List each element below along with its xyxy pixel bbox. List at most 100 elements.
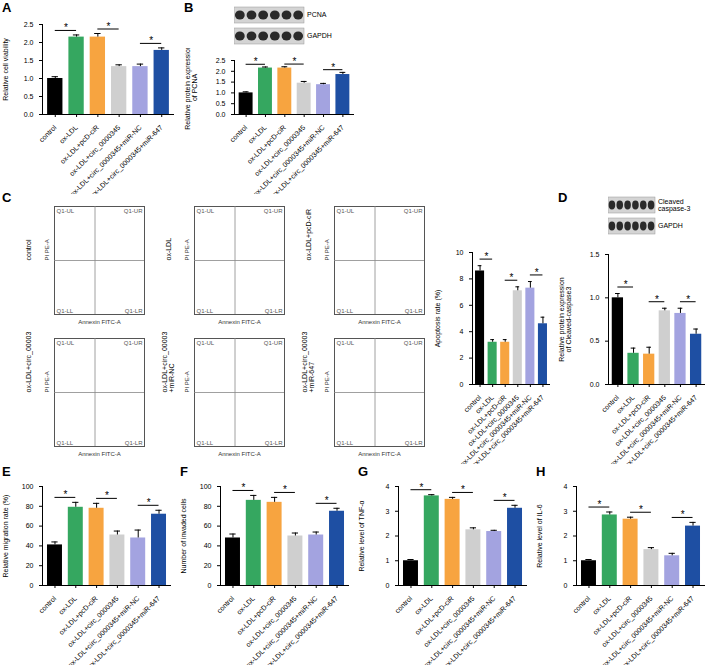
svg-text:Q1-UR: Q1-UR [124, 340, 143, 346]
svg-text:*: * [105, 490, 109, 501]
svg-text:2.5: 2.5 [24, 21, 34, 28]
svg-text:ox-LDL+circ_0000345+miR-647: ox-LDL+circ_0000345+miR-647 [270, 124, 346, 194]
svg-text:0.0: 0.0 [590, 381, 600, 388]
svg-text:100: 100 [200, 483, 212, 490]
svg-text:0: 0 [386, 582, 390, 589]
svg-text:6: 6 [460, 302, 464, 309]
svg-text:ox-LDL: ox-LDL [165, 238, 172, 261]
svg-text:ox-LDL+circ_0000345+miR-NC: ox-LDL+circ_0000345+miR-NC [459, 394, 534, 464]
svg-text:Q1-LR: Q1-LR [405, 440, 423, 446]
svg-text:60: 60 [204, 522, 212, 529]
svg-text:control: control [393, 594, 413, 614]
svg-text:ox-LDL+circ_0000345+miR-647: ox-LDL+circ_0000345+miR-647 [442, 595, 518, 665]
svg-text:40: 40 [26, 542, 34, 549]
svg-text:Relative protein expressionof: Relative protein expressionof Cleaved-ca… [558, 277, 573, 362]
svg-text:60: 60 [26, 522, 34, 529]
svg-text:Q1-LL: Q1-LL [57, 308, 74, 314]
svg-text:1.0: 1.0 [24, 75, 34, 82]
svg-text:*: * [686, 294, 690, 305]
svg-text:*: * [419, 482, 423, 493]
svg-text:*: * [147, 497, 151, 508]
svg-text:0.0: 0.0 [216, 111, 226, 118]
svg-text:8: 8 [460, 275, 464, 282]
svg-text:Annexin FITC-A: Annexin FITC-A [78, 319, 121, 325]
svg-text:Number of invaded cells: Number of invaded cells [180, 498, 187, 574]
svg-text:*: * [241, 482, 245, 493]
svg-text:ox-LDL: ox-LDL [58, 124, 79, 145]
svg-text:Annexin FITC-A: Annexin FITC-A [358, 451, 401, 457]
svg-text:Q1-LL: Q1-LL [337, 440, 354, 446]
svg-text:4: 4 [386, 483, 390, 490]
svg-text:*: * [597, 499, 601, 510]
svg-text:1.5: 1.5 [24, 57, 34, 64]
svg-text:3: 3 [564, 507, 568, 514]
svg-text:Annexin FITC-A: Annexin FITC-A [218, 451, 261, 457]
svg-text:Annexin FITC-A: Annexin FITC-A [218, 319, 261, 325]
svg-text:*: * [535, 267, 539, 278]
svg-text:*: * [503, 492, 507, 503]
svg-text:Relative migration rate (%): Relative migration rate (%) [2, 495, 10, 578]
svg-text:0: 0 [564, 582, 568, 589]
svg-text:*: * [283, 484, 287, 495]
svg-text:ox-LDL+circ_0000345: ox-LDL+circ_0000345 [25, 332, 33, 393]
svg-text:*: * [681, 509, 685, 520]
svg-text:GAPDH: GAPDH [307, 32, 332, 39]
svg-text:Relative level of IL-6: Relative level of IL-6 [536, 504, 543, 568]
svg-text:ox-LDL+circ_0000345+miR-NC: ox-LDL+circ_0000345+miR-NC [161, 332, 175, 393]
svg-text:Q1-LL: Q1-LL [337, 308, 354, 314]
svg-text:Q1-LR: Q1-LR [405, 308, 423, 314]
svg-text:*: * [63, 489, 67, 500]
svg-text:Q1-LL: Q1-LL [197, 440, 214, 446]
svg-text:0.5: 0.5 [24, 93, 34, 100]
svg-text:control: control [25, 239, 32, 260]
svg-text:control: control [38, 123, 58, 143]
svg-text:PI PE-A: PI PE-A [184, 239, 190, 260]
svg-text:*: * [655, 294, 659, 305]
svg-text:0.0: 0.0 [24, 111, 34, 118]
svg-text:ox-LDL+pcD-ciR: ox-LDL+pcD-ciR [305, 209, 313, 261]
svg-text:control: control [571, 594, 591, 614]
svg-text:*: * [325, 495, 329, 506]
svg-text:Cleavedcaspase-3: Cleavedcaspase-3 [658, 198, 690, 214]
svg-text:40: 40 [204, 542, 212, 549]
svg-text:1.0: 1.0 [216, 89, 226, 96]
svg-text:1.5: 1.5 [590, 251, 600, 258]
svg-text:Q1-UL: Q1-UL [337, 340, 355, 346]
svg-text:2: 2 [386, 532, 390, 539]
svg-text:20: 20 [26, 562, 34, 569]
svg-text:PCNA: PCNA [307, 11, 327, 18]
svg-text:PI PE-A: PI PE-A [44, 239, 50, 260]
svg-text:Q1-UR: Q1-UR [264, 208, 283, 214]
svg-text:Q1-UR: Q1-UR [404, 340, 423, 346]
svg-text:*: * [254, 56, 258, 67]
svg-text:Q1-LL: Q1-LL [197, 308, 214, 314]
svg-text:1: 1 [386, 557, 390, 564]
svg-text:*: * [461, 484, 465, 495]
svg-text:ox-LDL+circ_0000345+miR-647: ox-LDL+circ_0000345+miR-647 [620, 595, 696, 665]
svg-text:2.0: 2.0 [216, 68, 226, 75]
svg-text:Relative protein expressionof: Relative protein expressionof PCNA [184, 48, 198, 130]
svg-text:80: 80 [204, 503, 212, 510]
svg-text:control: control [229, 123, 249, 143]
svg-text:2: 2 [564, 532, 568, 539]
svg-text:Q1-UL: Q1-UL [197, 340, 215, 346]
svg-text:0: 0 [460, 381, 464, 388]
svg-text:Q1-LR: Q1-LR [265, 308, 283, 314]
svg-text:*: * [624, 279, 628, 290]
svg-text:PI PE-A: PI PE-A [324, 239, 330, 260]
svg-text:*: * [331, 62, 335, 73]
svg-text:ox-LDL+circ_0000345+miR-647: ox-LDL+circ_0000345+miR-647 [264, 595, 340, 665]
svg-text:ox-LDL+circ_0000345+miR-647: ox-LDL+circ_0000345+miR-647 [623, 394, 699, 464]
svg-text:*: * [149, 35, 153, 46]
svg-text:4: 4 [460, 328, 464, 335]
svg-text:0.5: 0.5 [216, 100, 226, 107]
svg-text:20: 20 [204, 562, 212, 569]
svg-text:80: 80 [26, 503, 34, 510]
svg-text:Apoptosis rate (%): Apoptosis rate (%) [434, 290, 442, 348]
svg-text:*: * [484, 251, 488, 262]
svg-text:control: control [37, 594, 57, 614]
svg-text:PI PE-A: PI PE-A [184, 371, 190, 392]
svg-text:GAPDH: GAPDH [658, 222, 683, 229]
svg-text:Q1-UR: Q1-UR [404, 208, 423, 214]
svg-text:10: 10 [456, 249, 464, 256]
